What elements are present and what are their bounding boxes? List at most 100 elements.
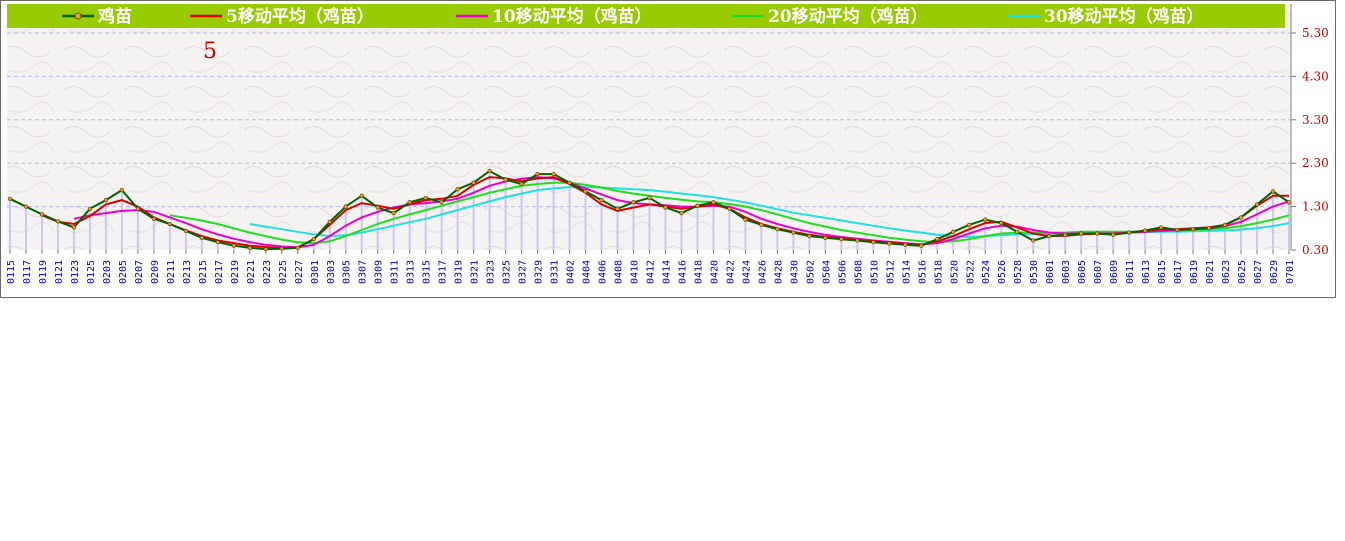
data-point xyxy=(215,240,220,245)
x-tick-label: 0319 xyxy=(454,260,465,284)
x-tick-label: 0331 xyxy=(550,260,561,284)
x-tick-label: 0211 xyxy=(166,260,177,284)
data-point xyxy=(391,211,396,216)
data-point xyxy=(967,222,972,227)
data-point xyxy=(999,220,1004,226)
data-point xyxy=(455,187,460,192)
data-point xyxy=(423,195,428,201)
data-point xyxy=(343,204,348,209)
price-bar xyxy=(712,202,715,250)
price-bar xyxy=(744,219,747,250)
x-tick-label: 0524 xyxy=(981,260,992,284)
x-tick-label: 0520 xyxy=(949,260,960,284)
price-bar xyxy=(1016,231,1019,250)
data-point xyxy=(759,222,764,227)
price-bar xyxy=(216,242,219,250)
chart-annotation: 5 xyxy=(203,39,217,64)
price-bar xyxy=(568,182,571,250)
price-bar xyxy=(1096,233,1099,250)
data-point xyxy=(327,219,332,224)
price-bar xyxy=(824,237,827,250)
data-point xyxy=(375,205,380,210)
price-bar xyxy=(136,208,139,250)
price-bar xyxy=(1272,191,1275,250)
x-tick-label: 0619 xyxy=(1189,260,1200,284)
data-point xyxy=(247,245,252,250)
price-bar xyxy=(1032,240,1035,250)
price-bar xyxy=(696,205,699,250)
price-bar xyxy=(1000,223,1003,250)
x-tick-label: 0209 xyxy=(150,260,161,284)
price-bar xyxy=(840,239,843,250)
x-tick-label: 0327 xyxy=(518,260,529,284)
x-tick-label: 0625 xyxy=(1237,260,1248,284)
price-bar xyxy=(1224,224,1227,250)
x-tick-label: 0410 xyxy=(630,260,641,284)
data-point xyxy=(87,206,93,211)
price-bar xyxy=(104,200,107,250)
data-point xyxy=(615,206,620,211)
data-point xyxy=(903,242,908,247)
x-tick-label: 0522 xyxy=(965,260,976,284)
data-point xyxy=(1127,230,1132,235)
x-tick-label: 0627 xyxy=(1253,260,1264,284)
x-tick-label: 0223 xyxy=(262,260,273,284)
price-bar xyxy=(984,219,987,250)
price-bar xyxy=(1208,228,1211,250)
price-bar xyxy=(936,239,939,250)
price-bar xyxy=(40,214,43,250)
data-point xyxy=(295,245,300,250)
data-point xyxy=(1206,226,1212,231)
x-tick-label: 0315 xyxy=(422,260,433,284)
x-tick-label: 0607 xyxy=(1093,260,1104,284)
price-bar xyxy=(360,195,363,250)
data-point xyxy=(487,168,492,174)
x-tick-label: 0215 xyxy=(198,260,209,284)
y-tick-label: 4.30 xyxy=(1302,69,1329,83)
price-bar xyxy=(1112,234,1115,250)
data-point xyxy=(663,205,668,210)
data-point xyxy=(279,246,284,251)
price-bar xyxy=(792,232,795,250)
x-tick-label: 0203 xyxy=(102,260,113,284)
price-bar xyxy=(152,218,155,250)
series-line-ma20 xyxy=(169,181,1290,245)
data-point xyxy=(311,237,316,242)
x-tick-label: 0317 xyxy=(438,260,449,284)
data-point xyxy=(39,212,45,217)
data-point xyxy=(855,238,860,243)
data-point xyxy=(1286,200,1292,205)
data-point xyxy=(647,195,652,201)
price-bar xyxy=(88,208,91,250)
x-tick-label: 0205 xyxy=(118,260,129,284)
data-point xyxy=(1111,232,1116,237)
data-point xyxy=(871,240,876,245)
data-point xyxy=(823,235,828,240)
data-point xyxy=(935,237,940,242)
x-tick-label: 0303 xyxy=(326,260,337,284)
data-point xyxy=(551,171,556,177)
data-point xyxy=(7,196,13,201)
data-point xyxy=(23,204,29,209)
x-tick-label: 0611 xyxy=(1125,260,1136,284)
data-point xyxy=(807,234,812,239)
price-bar xyxy=(1144,230,1147,250)
price-bar xyxy=(456,189,459,250)
x-tick-label: 0601 xyxy=(1045,260,1056,284)
data-point xyxy=(1190,227,1196,232)
x-tick-label: 0605 xyxy=(1077,260,1088,284)
x-tick-label: 0510 xyxy=(869,260,880,284)
x-tick-label: 0119 xyxy=(38,260,49,284)
price-bar xyxy=(728,208,731,250)
x-tick-label: 0115 xyxy=(6,260,17,284)
y-tick-labels: 5.30 4.30 3.30 2.30 1.30 0.30 xyxy=(1291,26,1329,257)
x-tick-label: 0221 xyxy=(246,260,257,284)
price-bar xyxy=(1288,202,1290,250)
x-tick-label: 0621 xyxy=(1205,260,1216,284)
price-bar xyxy=(184,230,187,250)
price-bar xyxy=(1128,232,1131,250)
x-tick-label: 0506 xyxy=(837,260,848,284)
price-bar xyxy=(1064,234,1067,250)
price-bar xyxy=(120,190,123,250)
x-tick-label: 0125 xyxy=(86,260,97,284)
